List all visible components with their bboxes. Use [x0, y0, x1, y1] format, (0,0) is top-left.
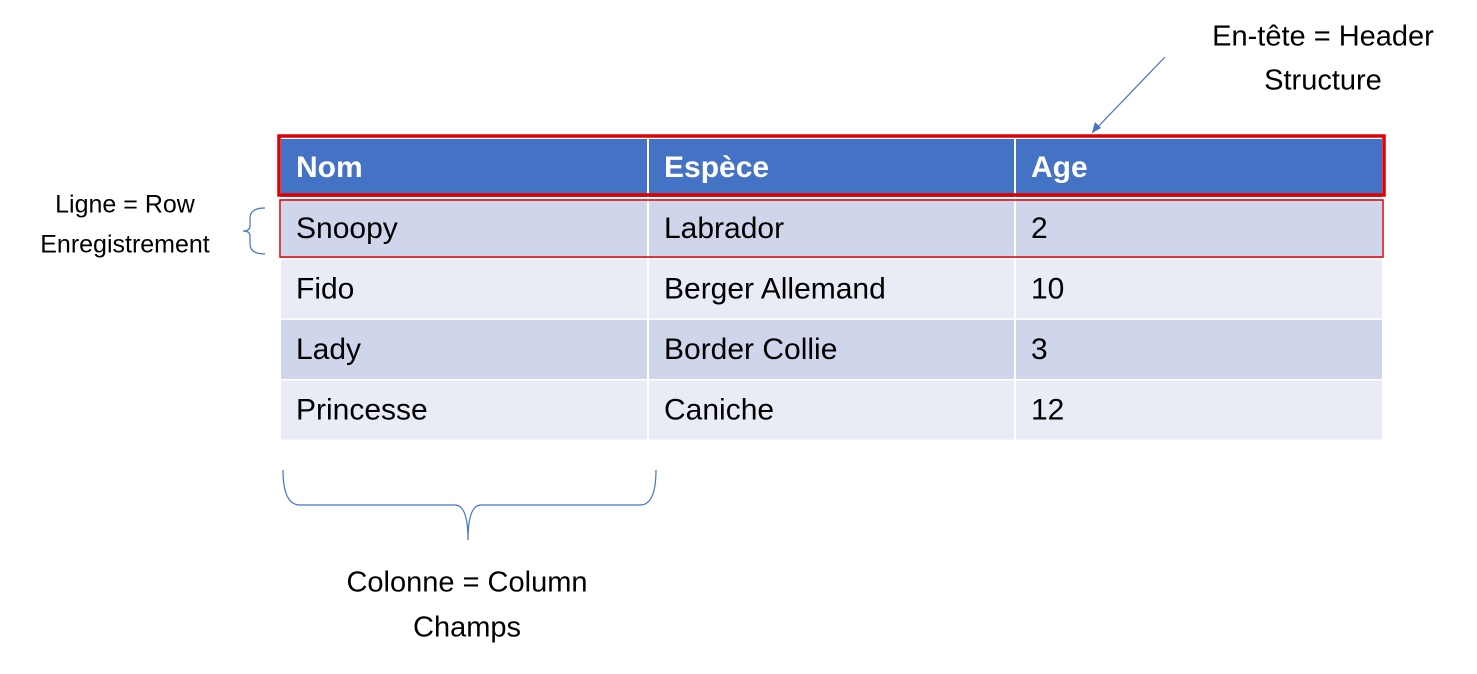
- column-brace: [282, 469, 657, 541]
- cell-text: Snoopy: [296, 212, 398, 245]
- header-text: Age: [1031, 151, 1088, 184]
- header-note: Structure: [1264, 65, 1382, 97]
- cell-text: Berger Allemand: [664, 272, 886, 305]
- row-brace: [242, 207, 266, 255]
- header-text: Espèce: [664, 151, 769, 184]
- header-note: En-tête = Header: [1212, 21, 1434, 53]
- table-cell: [1016, 259, 1382, 319]
- header-cell: [1016, 139, 1382, 197]
- table-cell: [649, 380, 1014, 440]
- table-cell: [281, 259, 647, 319]
- column-note: Champs: [413, 612, 521, 644]
- header-cell: [649, 139, 1014, 197]
- table-cell: [1016, 380, 1382, 440]
- table-cell: [649, 320, 1014, 379]
- cell-text: 3: [1031, 333, 1048, 366]
- cell-text: Lady: [296, 333, 361, 366]
- table-cell: [1016, 320, 1382, 379]
- cell-text: 10: [1031, 272, 1064, 305]
- cell-text: Border Collie: [664, 333, 837, 366]
- row-highlight: [279, 199, 1384, 258]
- column-note: Colonne = Column: [346, 567, 587, 599]
- cell-text: Princesse: [296, 393, 428, 426]
- header-text: Nom: [296, 151, 363, 184]
- header-cell: [281, 139, 647, 197]
- cell-text: 2: [1031, 212, 1048, 245]
- table: Nom Espèce Age Snoopy Labrador 2 Fido Berger Al…: [281, 139, 1382, 440]
- row-note: Ligne = Row: [55, 191, 196, 219]
- cell-text: 12: [1031, 393, 1064, 426]
- table-cell: [281, 380, 647, 440]
- cell-text: Caniche: [664, 393, 774, 426]
- row-note: Enregistrement: [40, 231, 210, 259]
- arrow-head: [1092, 122, 1101, 133]
- arrow: [1091, 56, 1166, 134]
- cell-text: Fido: [296, 272, 354, 305]
- header-highlight: [277, 134, 1386, 197]
- table-cell: [281, 199, 647, 258]
- table-cell: [649, 259, 1014, 319]
- table-cell: [1016, 199, 1382, 258]
- table-cell: [281, 320, 647, 379]
- cell-text: Labrador: [664, 212, 784, 245]
- table-cell: [649, 199, 1014, 258]
